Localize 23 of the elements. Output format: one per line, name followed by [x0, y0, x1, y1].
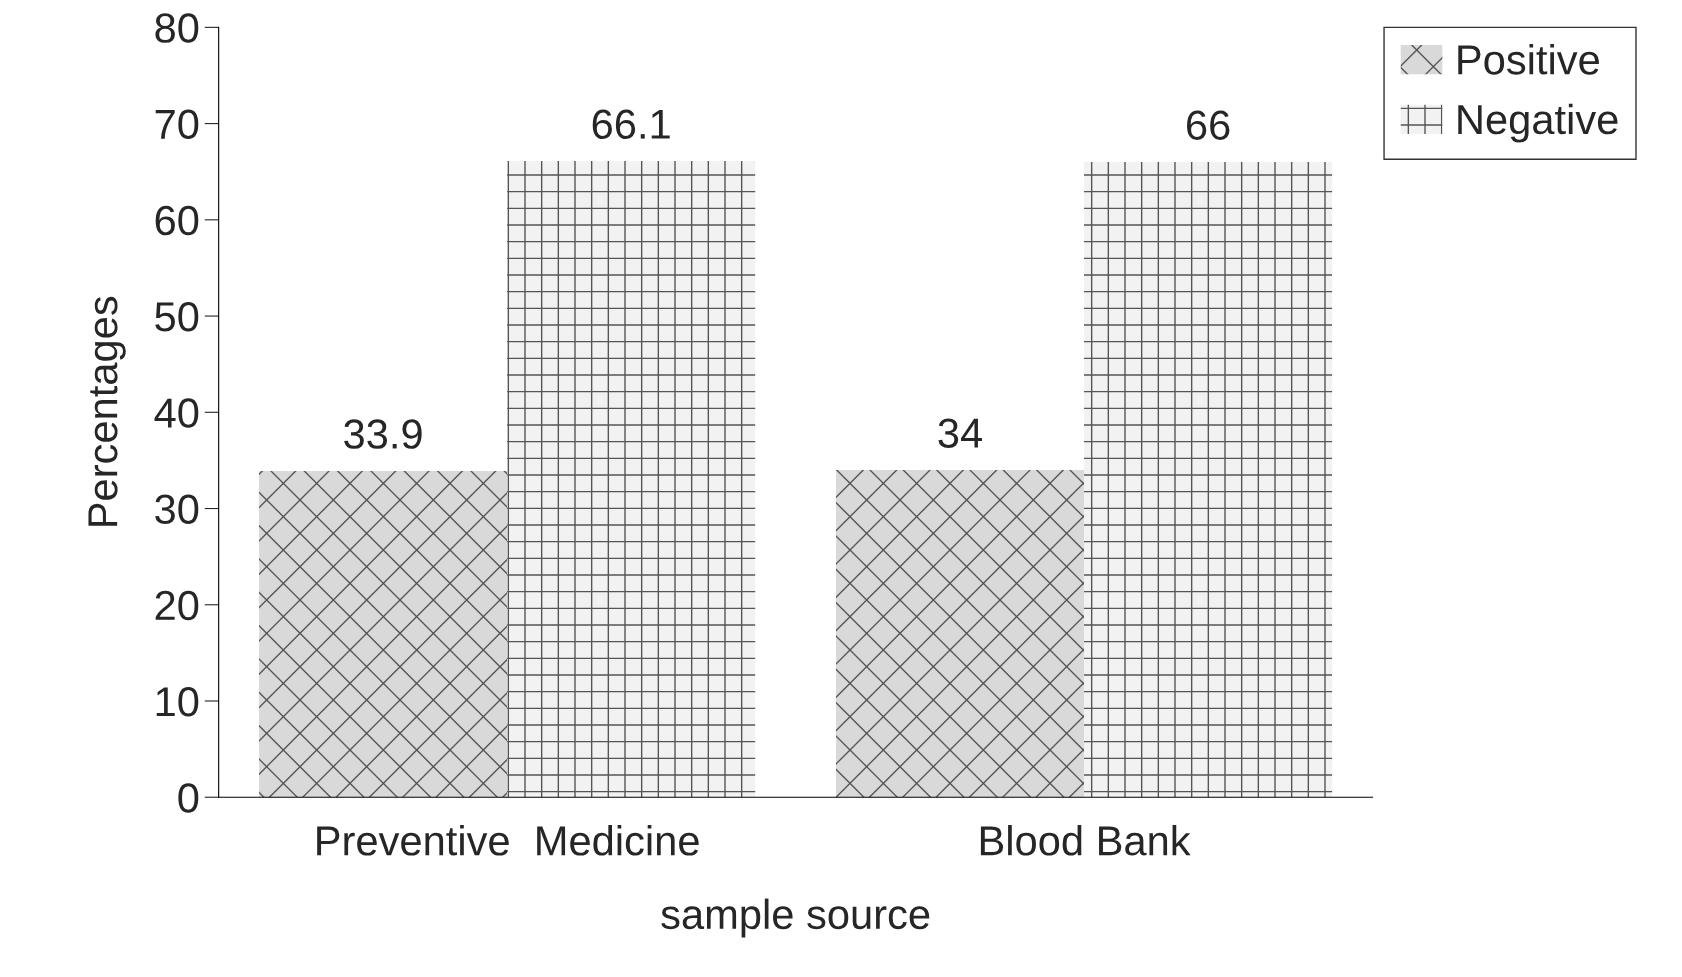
y-tick-label: 60 [155, 205, 199, 236]
y-axis-title: Percentages [88, 296, 126, 526]
y-tick-label: 0 [178, 783, 199, 813]
y-tick-label: 50 [155, 302, 199, 332]
y-tick-label: 30 [155, 494, 199, 525]
bar [507, 161, 756, 798]
x-tick-label: Blood Bank [980, 825, 1191, 856]
y-tick-label: 20 [155, 590, 199, 621]
y-tick-label: 10 [156, 687, 199, 717]
y-tick-label: 70 [155, 109, 199, 140]
data-label: 33.9 [344, 419, 422, 449]
legend-label: Negative [1458, 103, 1618, 143]
data-label: 66 [1187, 110, 1230, 140]
bar [259, 471, 508, 798]
bar [1084, 162, 1333, 798]
y-tick-label: 40 [154, 398, 199, 428]
data-label: 66.1 [592, 109, 670, 139]
bar [835, 470, 1085, 798]
y-tick-label: 80 [155, 13, 199, 43]
data-label: 34 [938, 418, 982, 448]
x-axis-title: sample source [661, 898, 930, 938]
x-tick-label: Preventive Medicine [317, 825, 699, 856]
legend-label: Positive [1458, 44, 1599, 75]
